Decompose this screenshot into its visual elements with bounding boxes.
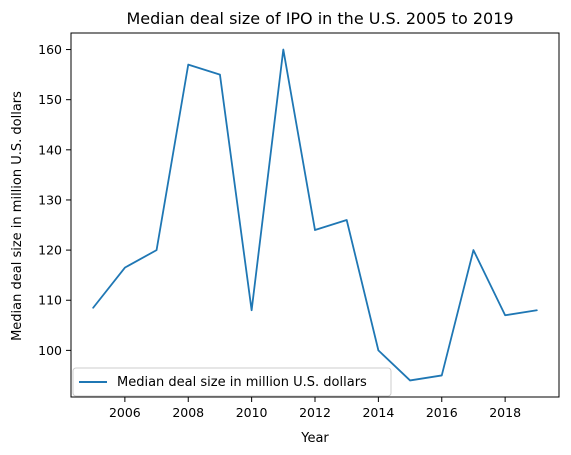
- data-point: [377, 349, 379, 351]
- x-tick-label: 2008: [172, 405, 204, 420]
- y-tick-label: 130: [38, 192, 62, 207]
- data-point: [92, 307, 94, 309]
- x-tick-label: 2014: [362, 405, 394, 420]
- x-tick-label: 2018: [489, 405, 521, 420]
- x-axis: 2006 2008 2010 2012 2014 2016 2018: [109, 397, 521, 420]
- series-line-0: [92, 48, 538, 382]
- x-tick-label: 2010: [236, 405, 268, 420]
- y-tick-label: 100: [38, 343, 62, 358]
- data-point: [472, 249, 474, 251]
- data-point: [409, 379, 411, 381]
- y-tick-label: 150: [38, 92, 62, 107]
- x-tick-label: 2012: [299, 405, 331, 420]
- y-axis-label: Median deal size in million U.S. dollars: [10, 91, 25, 341]
- data-point: [282, 49, 284, 51]
- legend-box: [72, 367, 392, 397]
- data-point: [314, 229, 316, 231]
- data-point: [187, 64, 189, 66]
- data-point: [251, 309, 253, 311]
- x-tick-label: 2006: [109, 405, 141, 420]
- data-point: [441, 374, 443, 376]
- data-point: [124, 267, 126, 269]
- data-point: [219, 74, 221, 76]
- series-layer: [92, 48, 538, 382]
- chart-title: Median deal size of IPO in the U.S. 2005…: [126, 9, 513, 28]
- y-tick-label: 120: [38, 243, 62, 258]
- legend: Median deal size in million U.S. dollars: [72, 367, 392, 397]
- legend-label: Median deal size in million U.S. dollars: [117, 375, 367, 390]
- y-tick-label: 140: [38, 142, 62, 157]
- y-tick-label: 110: [38, 293, 62, 308]
- y-axis: 100 110 120 130 140 150 160: [38, 42, 71, 358]
- data-point: [504, 314, 506, 316]
- y-tick-label: 160: [38, 42, 62, 57]
- x-tick-label: 2016: [426, 405, 458, 420]
- x-axis-label: Year: [300, 431, 329, 446]
- data-point: [346, 219, 348, 221]
- data-point: [156, 249, 158, 251]
- data-point: [536, 309, 538, 311]
